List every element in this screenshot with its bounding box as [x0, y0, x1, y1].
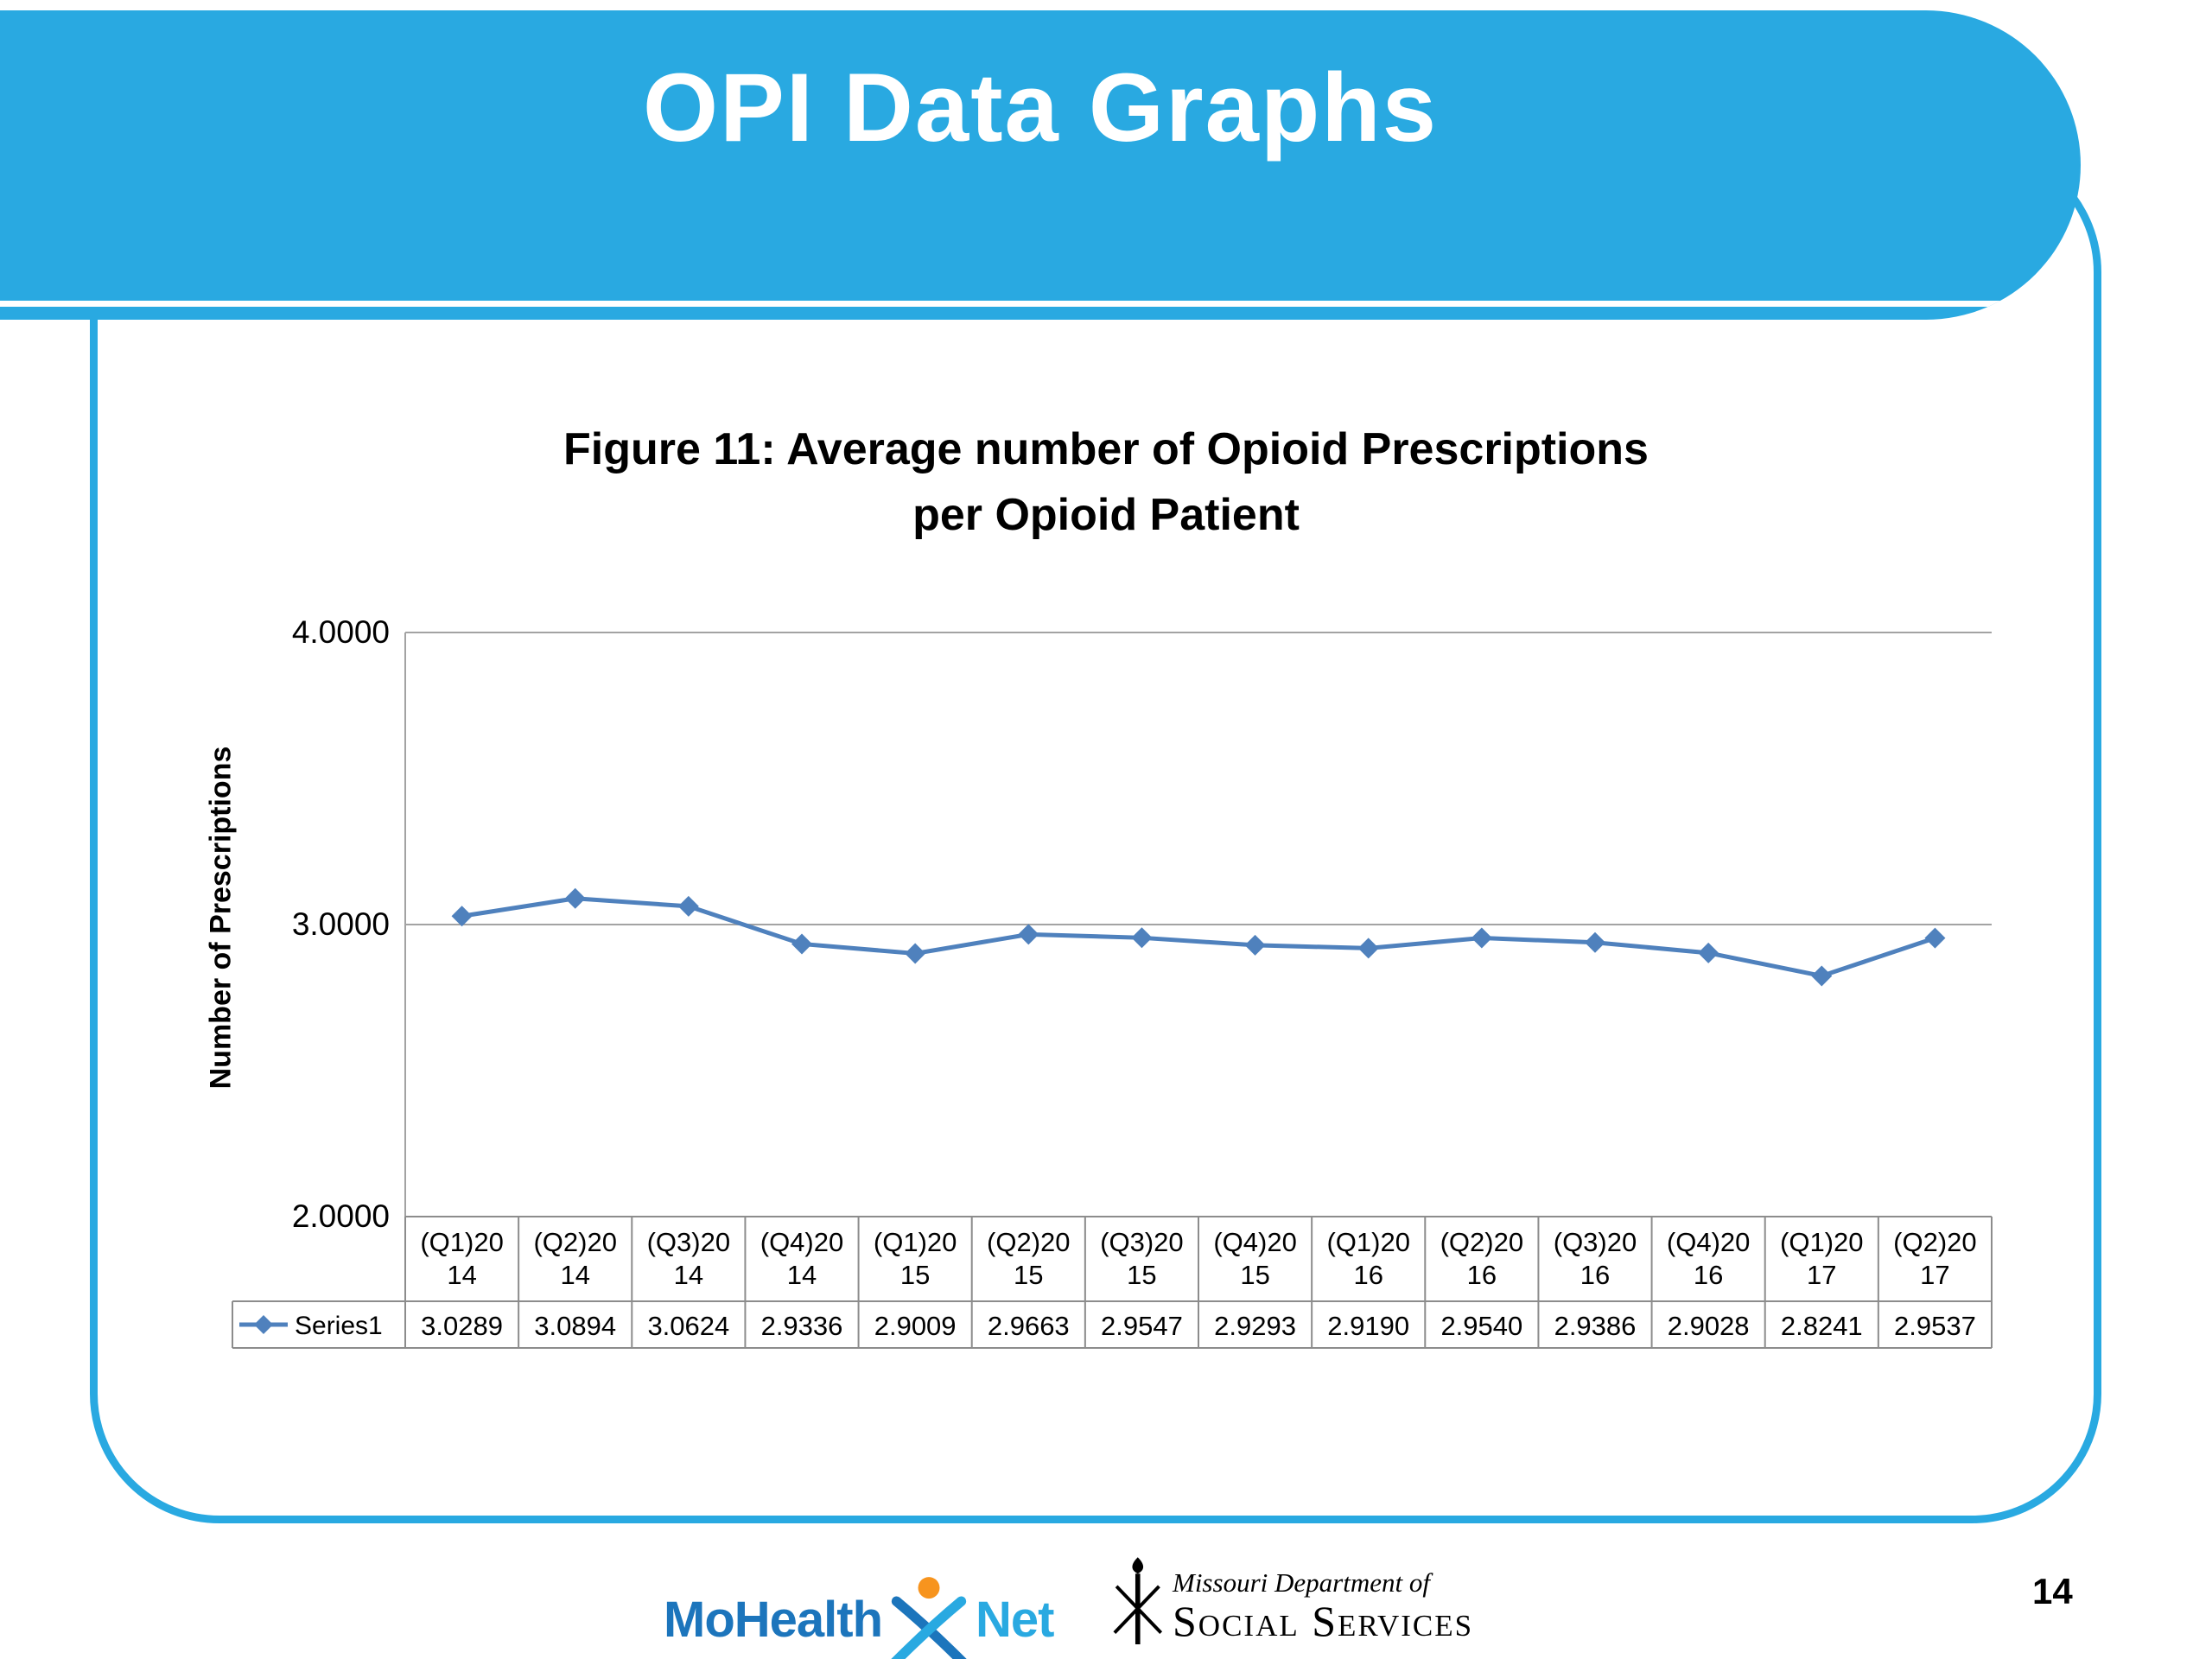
data-point-marker — [1811, 965, 1833, 987]
dss-text: Missouri Department of Social Services — [1173, 1555, 1473, 1643]
dss-social-services-line: Social Services — [1173, 1597, 1474, 1645]
table-value: 2.9028 — [1668, 1311, 1750, 1341]
data-point-marker — [1357, 938, 1379, 959]
data-point-marker — [905, 943, 926, 964]
x-category-label: 15 — [1240, 1260, 1269, 1290]
series-line — [461, 896, 1936, 979]
x-category-label: (Q2)20 — [533, 1227, 616, 1257]
table-value: 2.9540 — [1440, 1311, 1522, 1341]
x-category-label: (Q1)20 — [874, 1227, 957, 1257]
x-category-label: 15 — [1127, 1260, 1156, 1290]
data-point-marker — [1698, 942, 1719, 963]
x-category-label: (Q4)20 — [760, 1227, 843, 1257]
x-category-label: 14 — [787, 1260, 817, 1290]
x-category-label: (Q4)20 — [1667, 1227, 1750, 1257]
x-category-label: 16 — [1694, 1260, 1723, 1290]
x-category-label: (Q1)20 — [1326, 1227, 1409, 1257]
table-value: 2.9190 — [1327, 1311, 1409, 1341]
x-category-label: 17 — [1807, 1260, 1836, 1290]
x-category-label: 14 — [674, 1260, 703, 1290]
x-category-label: 15 — [1014, 1260, 1043, 1290]
table-value: 2.9293 — [1214, 1311, 1296, 1341]
data-point-marker — [1018, 924, 1039, 945]
x-category-label: 16 — [1580, 1260, 1610, 1290]
x-category-label: (Q2)20 — [987, 1227, 1070, 1257]
y-tick-label: 2.0000 — [292, 1198, 390, 1234]
x-category-label: 17 — [1920, 1260, 1949, 1290]
mohealthnet-logo: MoHealth Net — [664, 1574, 1054, 1659]
x-category-label: (Q1)20 — [420, 1227, 503, 1257]
x-category-label: (Q2)20 — [1440, 1227, 1523, 1257]
table-value: 2.9537 — [1894, 1311, 1976, 1341]
data-point-marker — [677, 895, 699, 917]
chart-title: Figure 11: Average number of Opioid Pres… — [199, 416, 2013, 548]
data-point-marker — [791, 933, 812, 955]
chart-canvas: 4.00003.00002.0000(Q1)20143.0289(Q2)2014… — [232, 614, 1993, 1349]
mohealthnet-wordmark-right: Net — [976, 1591, 1054, 1648]
chart-title-line2: per Opioid Patient — [912, 490, 1300, 540]
x-category-label: (Q3)20 — [1554, 1227, 1637, 1257]
x-category-label: 15 — [900, 1260, 930, 1290]
data-point-marker — [564, 887, 586, 909]
header-underline — [0, 301, 2081, 307]
y-tick-label: 3.0000 — [292, 906, 390, 942]
page-title: OPI Data Graphs — [642, 54, 1439, 162]
table-value: 2.8241 — [1781, 1311, 1863, 1341]
table-value: 2.9663 — [988, 1311, 1070, 1341]
data-point-marker — [451, 906, 473, 927]
table-value: 3.0624 — [647, 1311, 729, 1341]
page-number: 14 — [2032, 1571, 2073, 1611]
table-value: 2.9009 — [874, 1311, 957, 1341]
data-point-marker — [1244, 934, 1266, 956]
x-category-label: (Q3)20 — [1100, 1227, 1183, 1257]
table-value: 3.0289 — [421, 1311, 503, 1341]
x-category-label: 16 — [1467, 1260, 1497, 1290]
dss-logo: Missouri Department of Social Services — [1110, 1555, 1473, 1652]
content-card — [90, 143, 2101, 1523]
chart-title-line1: Figure 11: Average number of Opioid Pres… — [563, 424, 1649, 474]
x-category-label: (Q2)20 — [1893, 1227, 1976, 1257]
x-category-label: (Q4)20 — [1213, 1227, 1296, 1257]
table-value: 2.9547 — [1101, 1311, 1183, 1341]
slide-header: OPI Data Graphs — [0, 10, 2081, 320]
x-category-label: (Q1)20 — [1780, 1227, 1863, 1257]
table-value: 2.9386 — [1554, 1311, 1637, 1341]
table-value: 2.9336 — [761, 1311, 843, 1341]
legend-marker — [254, 1315, 273, 1334]
data-point-marker — [1471, 927, 1492, 949]
mohealthnet-wordmark-left: MoHealth — [664, 1591, 883, 1648]
x-category-label: 14 — [560, 1260, 589, 1290]
data-point-marker — [1924, 927, 1946, 949]
x-category-label: 16 — [1353, 1260, 1382, 1290]
x-category-label: (Q3)20 — [647, 1227, 730, 1257]
torch-icon — [1113, 1557, 1163, 1645]
legend-label: Series1 — [295, 1312, 383, 1340]
data-point-marker — [1131, 927, 1153, 949]
mohealthnet-icon — [891, 1577, 967, 1659]
x-category-label: 14 — [447, 1260, 476, 1290]
dss-department-line: Missouri Department of — [1173, 1567, 1430, 1598]
y-tick-label: 4.0000 — [292, 614, 390, 650]
table-value: 3.0894 — [534, 1311, 616, 1341]
data-point-marker — [1585, 931, 1605, 953]
